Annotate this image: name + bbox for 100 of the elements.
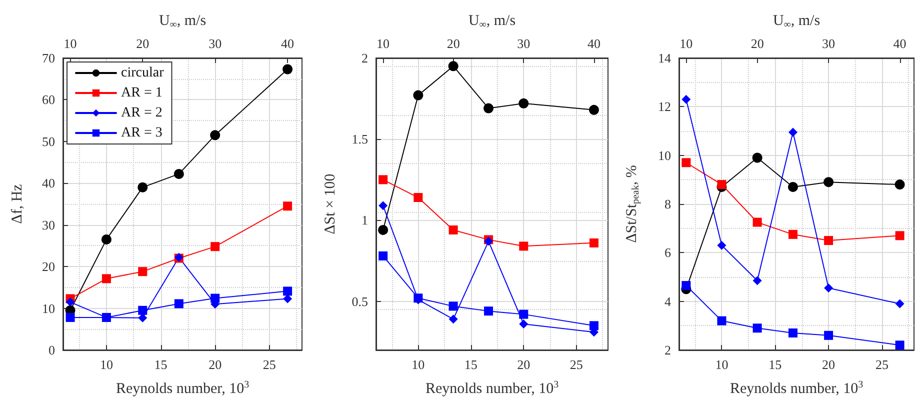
y-tick-label: 0 bbox=[48, 342, 55, 358]
x2-tick-label: 20 bbox=[136, 36, 150, 51]
point bbox=[717, 180, 726, 190]
point bbox=[174, 168, 184, 179]
x2-tick-label: 40 bbox=[587, 36, 600, 51]
point bbox=[717, 240, 726, 250]
point bbox=[788, 182, 798, 192]
y-tick-label: 10 bbox=[42, 300, 55, 316]
x2-tick-label: 30 bbox=[517, 36, 530, 51]
point bbox=[589, 238, 598, 248]
y-tick-label: 6 bbox=[664, 245, 672, 260]
point bbox=[752, 276, 762, 286]
x-tick-label: 10 bbox=[412, 357, 425, 372]
point bbox=[717, 316, 726, 326]
x2-tick-label: 30 bbox=[208, 36, 222, 51]
point bbox=[448, 225, 458, 234]
point bbox=[895, 231, 904, 240]
x2-tick-label: 20 bbox=[750, 36, 764, 51]
y-tick-label: 2 bbox=[664, 342, 671, 358]
x2-axis-title: U∞, m/s bbox=[468, 13, 516, 30]
x-tick-label: 10 bbox=[100, 357, 113, 372]
x-tick-label: 10 bbox=[715, 357, 728, 372]
point bbox=[101, 234, 112, 244]
point bbox=[752, 324, 762, 333]
y-tick-label: 1 bbox=[362, 212, 368, 228]
y-axis-title: Δf, Hz bbox=[10, 184, 26, 224]
y-tick-label: 30 bbox=[42, 217, 55, 232]
point bbox=[894, 180, 905, 190]
x-tick-label: 25 bbox=[570, 357, 583, 372]
point bbox=[138, 306, 148, 315]
y-tick-label: 20 bbox=[42, 259, 55, 274]
x-tick-label: 25 bbox=[875, 357, 888, 372]
y-tick-label: 12 bbox=[658, 99, 671, 114]
y-axis-title: ΔSt/Stpeak, % bbox=[624, 165, 642, 243]
point bbox=[174, 299, 184, 308]
point bbox=[589, 321, 598, 330]
y-axis-title: ΔSt × 100 bbox=[322, 174, 338, 234]
y-tick-label: 4 bbox=[664, 294, 672, 309]
x2-tick-label: 40 bbox=[893, 36, 906, 51]
point bbox=[282, 64, 293, 74]
y-tick-label: 10 bbox=[658, 148, 671, 163]
legend-label: AR = 1 bbox=[121, 86, 162, 100]
point bbox=[378, 201, 388, 210]
x2-axis-title: U∞, m/s bbox=[772, 13, 820, 30]
point bbox=[283, 286, 292, 296]
point bbox=[102, 312, 111, 322]
point bbox=[682, 158, 691, 168]
point bbox=[788, 230, 798, 239]
legend-label: AR = 2 bbox=[121, 106, 162, 120]
point bbox=[66, 312, 75, 322]
y-tick-label: 50 bbox=[42, 134, 55, 149]
point bbox=[519, 242, 528, 251]
y-tick-label: 14 bbox=[658, 50, 672, 66]
point bbox=[752, 152, 762, 163]
point bbox=[484, 306, 494, 316]
point bbox=[378, 175, 388, 184]
y-tick-label: 8 bbox=[664, 196, 671, 212]
point bbox=[414, 193, 423, 202]
point bbox=[895, 299, 904, 308]
point bbox=[518, 98, 529, 108]
point bbox=[824, 330, 834, 340]
x2-axis-title: U∞, m/s bbox=[158, 13, 206, 30]
point bbox=[448, 302, 458, 311]
point bbox=[824, 177, 834, 188]
point bbox=[895, 340, 904, 350]
x-tick-label: 15 bbox=[464, 357, 478, 372]
y-tick-label: 0.5 bbox=[352, 294, 368, 309]
x-tick-label: 15 bbox=[768, 357, 782, 372]
point bbox=[378, 224, 388, 235]
point bbox=[138, 267, 148, 276]
legend-label: circular bbox=[121, 66, 164, 80]
x2-tick-label: 10 bbox=[64, 36, 77, 51]
point bbox=[824, 283, 834, 292]
point bbox=[448, 61, 458, 72]
legend-label: AR = 3 bbox=[121, 126, 162, 140]
point bbox=[519, 310, 528, 319]
x2-tick-label: 30 bbox=[822, 36, 836, 51]
point bbox=[484, 103, 494, 114]
x-tick-label: 25 bbox=[262, 357, 276, 372]
x-tick-label: 20 bbox=[208, 357, 222, 372]
point bbox=[210, 242, 220, 252]
point bbox=[682, 94, 691, 104]
x-tick-label: 15 bbox=[154, 357, 168, 372]
y-tick-label: 70 bbox=[42, 50, 55, 66]
point bbox=[788, 328, 798, 338]
x-tick-label: 20 bbox=[517, 357, 530, 372]
point bbox=[66, 298, 75, 307]
point bbox=[588, 104, 599, 115]
y-tick-label: 60 bbox=[42, 92, 55, 108]
y-tick-label: 2 bbox=[362, 50, 368, 66]
y-tick-label: 40 bbox=[42, 176, 55, 191]
point bbox=[752, 218, 762, 227]
point bbox=[788, 128, 798, 137]
x2-tick-label: 40 bbox=[281, 36, 294, 51]
point bbox=[682, 281, 691, 290]
point bbox=[283, 202, 292, 211]
point bbox=[210, 130, 220, 140]
point bbox=[824, 236, 834, 245]
point bbox=[102, 274, 111, 284]
point bbox=[413, 90, 424, 100]
